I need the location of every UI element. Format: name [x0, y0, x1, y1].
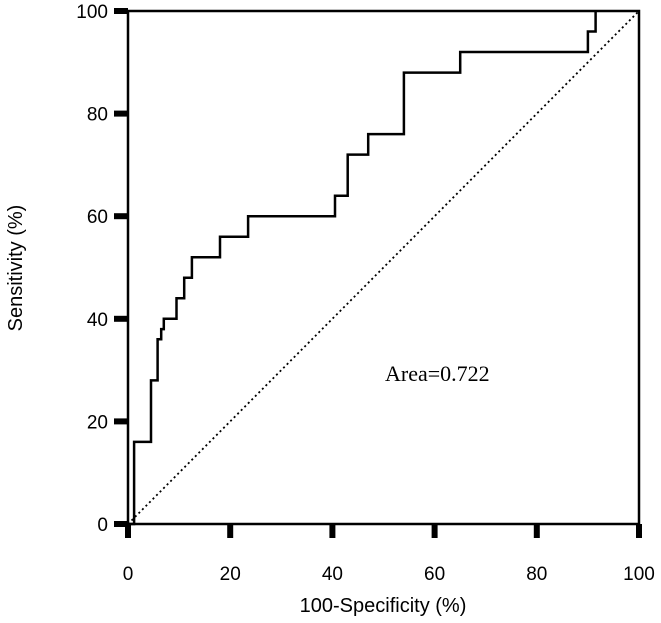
y-tick-label: 80 — [87, 105, 108, 126]
x-tick-label: 0 — [123, 564, 134, 585]
x-tick-label: 80 — [526, 564, 547, 585]
plot-frame — [126, 9, 641, 526]
x-axis-ticks: 0 20 40 60 80 100 — [123, 524, 655, 585]
reference-diagonal-line — [127, 10, 640, 525]
y-tick-label: 0 — [97, 515, 108, 536]
x-tick-label: 100 — [623, 564, 655, 585]
y-tick-label: 40 — [87, 310, 108, 331]
y-axis-ticks: 0 20 40 60 80 100 — [76, 2, 128, 536]
x-axis-title: 100-Specificity (%) — [300, 595, 467, 617]
y-tick-label: 60 — [87, 207, 108, 228]
area-annotation: Area=0.722 — [385, 361, 490, 386]
plot-area — [126, 9, 641, 526]
y-axis-title: Sensitivity (%) — [5, 205, 27, 332]
x-tick-label: 20 — [220, 564, 241, 585]
y-tick-label: 20 — [87, 412, 108, 433]
roc-curve — [128, 11, 597, 526]
x-tick-label: 40 — [322, 564, 343, 585]
x-tick-label: 60 — [424, 564, 445, 585]
y-tick-label: 100 — [76, 2, 108, 23]
